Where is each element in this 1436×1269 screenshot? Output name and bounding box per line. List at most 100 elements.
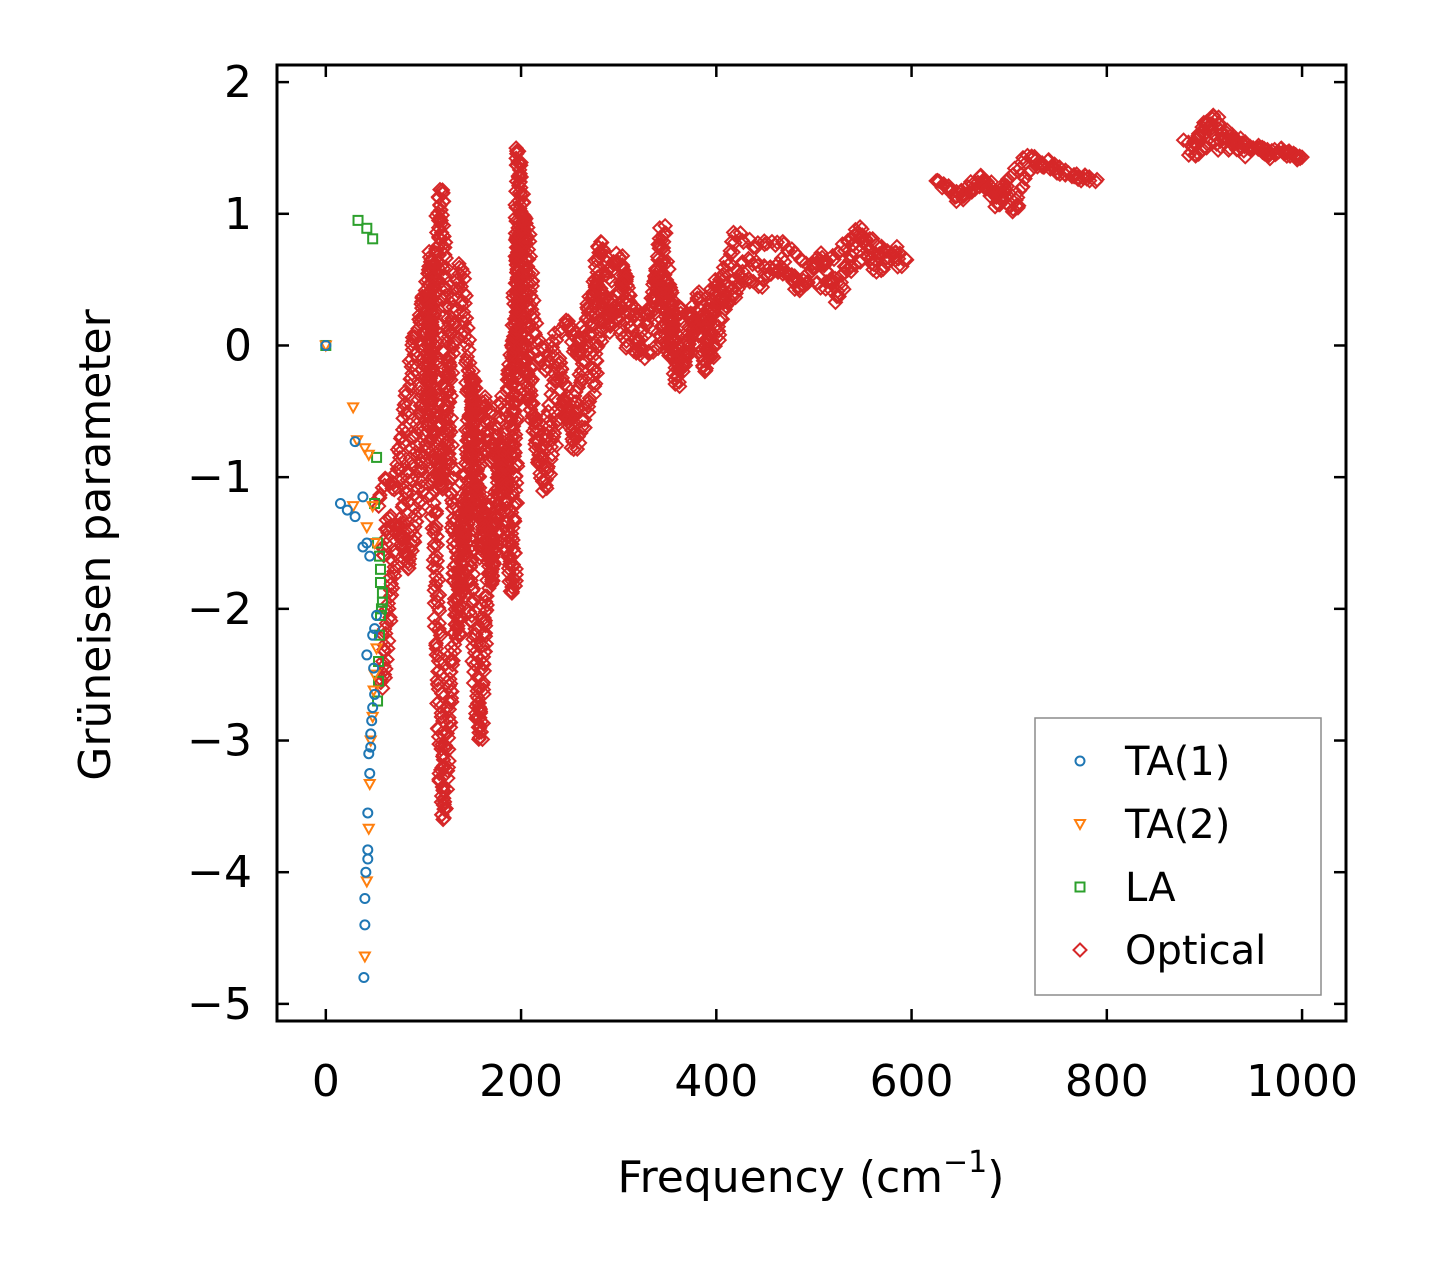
ta-1-point — [371, 609, 383, 621]
legend-marker-ta-2 — [1073, 819, 1087, 832]
optical-point — [393, 509, 409, 526]
optical-point — [424, 261, 441, 278]
optical-point — [822, 275, 839, 291]
optical-point — [397, 383, 414, 399]
optical-point — [421, 385, 438, 402]
optical-point — [382, 475, 399, 492]
optical-point — [438, 386, 455, 403]
x-tick-label: 1000 — [1246, 1056, 1358, 1107]
optical-point — [475, 715, 492, 732]
optical-point — [1005, 201, 1021, 218]
optical-point — [378, 512, 395, 528]
optical-point — [653, 286, 670, 303]
optical-point — [437, 279, 454, 296]
optical-point — [512, 173, 529, 190]
optical-point — [703, 323, 720, 340]
legend-label-la: LA — [1125, 865, 1176, 911]
legend-marker-optical — [1072, 942, 1088, 958]
optical-point — [531, 446, 547, 463]
optical-point — [775, 236, 792, 252]
optical-point — [666, 316, 683, 333]
la-point — [352, 214, 364, 226]
ta-2-point — [360, 876, 374, 889]
y-tick-label: 0 — [224, 320, 252, 371]
optical-point — [410, 489, 426, 506]
optical-point — [558, 378, 575, 395]
optical-point — [527, 415, 544, 431]
optical-point — [637, 327, 654, 344]
optical-point — [1022, 162, 1039, 179]
optical-point — [397, 395, 414, 412]
optical-point — [374, 539, 391, 556]
optical-point — [430, 647, 447, 664]
optical-point — [515, 354, 532, 370]
optical-point — [385, 474, 402, 491]
optical-point — [460, 571, 477, 588]
optical-point — [437, 740, 454, 757]
optical-point — [379, 640, 396, 657]
ta-2-point — [365, 501, 380, 514]
optical-point — [458, 374, 474, 391]
ta-1-point — [364, 767, 376, 779]
optical-point — [462, 444, 479, 461]
optical-point — [455, 303, 472, 320]
optical-point — [505, 460, 522, 477]
ta-1-point — [320, 339, 332, 351]
ta-1-point — [358, 972, 370, 984]
optical-point — [707, 278, 724, 295]
optical-point — [426, 364, 443, 380]
optical-point — [443, 690, 460, 707]
ta-2-point — [358, 951, 372, 964]
ta-2-point — [358, 443, 372, 456]
optical-point — [485, 554, 502, 571]
optical-point — [456, 314, 473, 331]
optical-point — [506, 571, 522, 588]
optical-point — [374, 653, 391, 670]
optical-point — [515, 186, 532, 203]
optical-point — [445, 461, 462, 478]
legend-label-ta-2: TA(2) — [1124, 802, 1230, 848]
optical-point — [440, 370, 456, 387]
optical-point — [1034, 156, 1051, 173]
optical-point — [1014, 178, 1031, 195]
optical-point — [457, 355, 474, 371]
optical-point — [618, 333, 635, 349]
optical-point — [432, 210, 448, 226]
optical-point — [445, 625, 462, 642]
optical-point — [657, 304, 674, 321]
optical-point — [461, 368, 478, 384]
optical-point — [541, 354, 558, 371]
optical-point — [483, 576, 500, 592]
optical-point — [480, 558, 497, 575]
optical-point — [465, 415, 482, 432]
optical-point — [701, 340, 718, 357]
optical-point — [404, 428, 421, 445]
optical-point — [508, 143, 525, 160]
optical-point — [427, 403, 444, 420]
optical-point — [474, 731, 491, 748]
y-tick-label: −1 — [187, 452, 252, 503]
optical-point — [663, 335, 680, 352]
optical-point — [453, 294, 470, 311]
ta-1-point — [367, 629, 379, 641]
optical-point — [805, 255, 821, 272]
optical-point — [395, 514, 412, 531]
optical-point — [634, 322, 651, 339]
optical-point — [441, 694, 458, 711]
optical-point — [411, 503, 428, 520]
optical-point — [412, 492, 429, 509]
optical-point — [507, 482, 524, 499]
x-tick-label: 0 — [312, 1056, 340, 1107]
optical-point — [1066, 168, 1083, 185]
optical-point — [767, 237, 784, 254]
optical-point — [669, 367, 686, 384]
ta-2-point — [360, 522, 374, 535]
optical-point — [443, 645, 459, 662]
optical-point — [574, 412, 590, 429]
optical-point — [403, 351, 420, 368]
optical-point — [744, 256, 761, 273]
optical-point — [510, 169, 527, 186]
ta-1-point — [357, 491, 369, 503]
optical-point — [476, 397, 493, 414]
